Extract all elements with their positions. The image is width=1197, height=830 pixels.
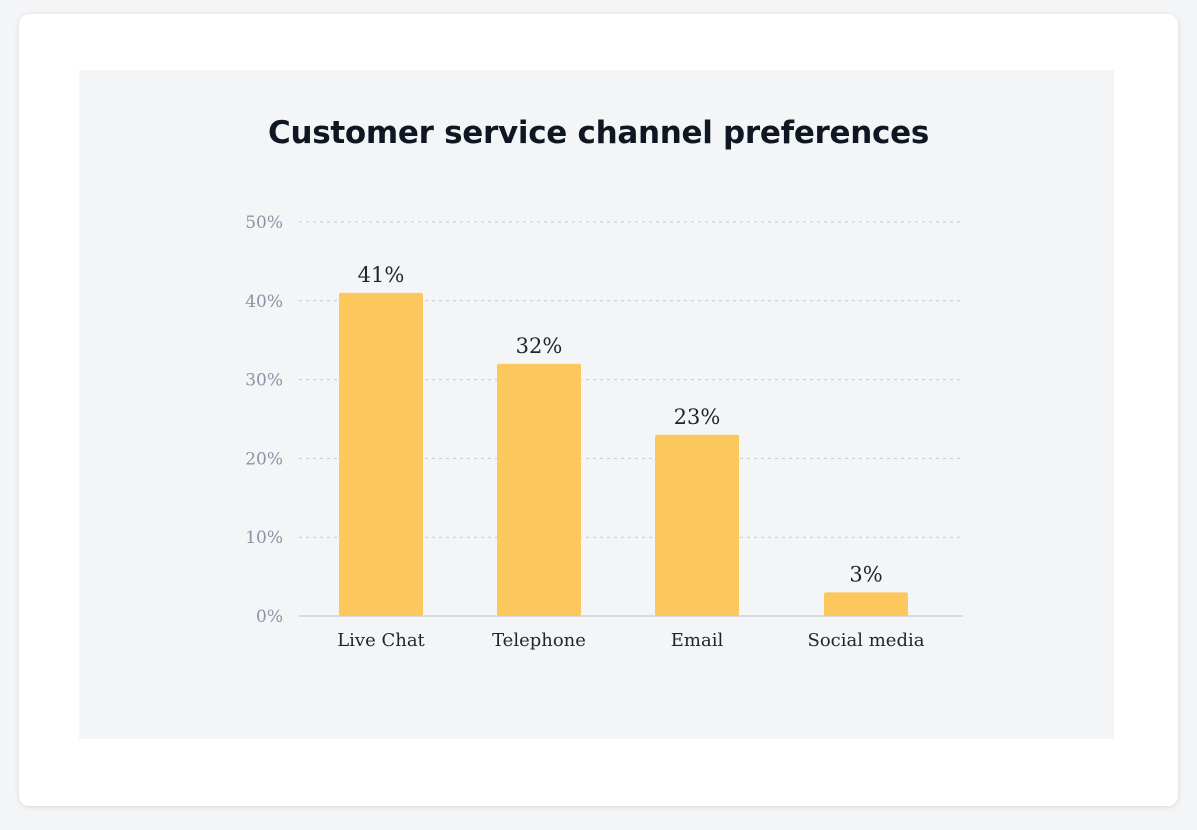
x-axis-category-labels: Live Chat Telephone Email Social media <box>337 630 925 651</box>
data-labels: 41% 32% 23% 3% <box>358 263 883 586</box>
chart-panel <box>79 70 1114 739</box>
y-tick-label: 20% <box>245 449 283 469</box>
bar-social-media <box>824 592 908 616</box>
category-label: Telephone <box>492 630 586 651</box>
bars <box>339 292 908 616</box>
y-tick-label: 40% <box>245 292 283 312</box>
category-label: Email <box>671 630 724 651</box>
chart-title: Customer service channel preferences <box>268 115 929 151</box>
data-label: 23% <box>674 405 721 429</box>
y-axis-tick-labels: 0% 10% 20% 30% 40% 50% <box>245 213 283 627</box>
category-label: Social media <box>808 630 925 651</box>
y-tick-label: 50% <box>245 213 283 233</box>
bar-live-chat <box>339 292 423 616</box>
data-label: 3% <box>849 562 882 586</box>
y-tick-label: 0% <box>256 607 283 627</box>
y-tick-label: 10% <box>245 528 283 548</box>
data-label: 41% <box>358 263 405 287</box>
category-label: Live Chat <box>337 630 425 651</box>
bar-email <box>655 434 739 616</box>
bar-telephone <box>497 363 581 616</box>
data-label: 32% <box>516 334 563 358</box>
y-tick-label: 30% <box>245 371 283 391</box>
